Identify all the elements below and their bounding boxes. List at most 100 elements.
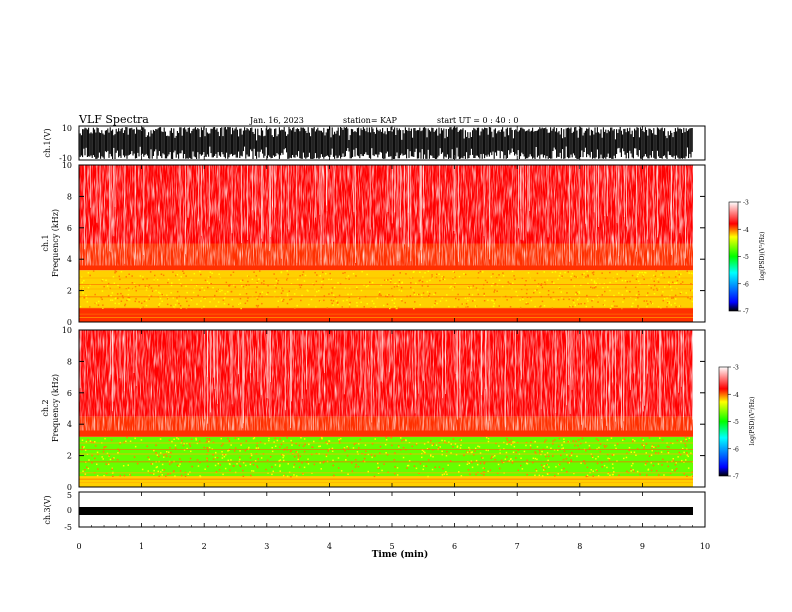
- spectrogram-speckle: [452, 277, 454, 280]
- spectrogram-speckle: [418, 280, 420, 282]
- spectrogram-speckle: [298, 444, 300, 447]
- spectrogram-speckle: [352, 447, 355, 449]
- spectrogram-speckle: [325, 455, 328, 458]
- spectrogram-speckle: [400, 437, 402, 439]
- spectrogram-speckle: [176, 437, 178, 439]
- spectrogram-speckle: [223, 455, 226, 458]
- spectrogram-speckle: [681, 459, 683, 462]
- spectrogram-speckle: [377, 466, 379, 469]
- spectrogram-speckle: [453, 286, 456, 288]
- spectrogram-speckle: [438, 466, 441, 468]
- spectrogram-speckle: [473, 299, 476, 302]
- spectrogram-speckle: [274, 464, 277, 466]
- spectrogram-speckle: [604, 290, 606, 293]
- spectrogram-speckle: [298, 284, 301, 286]
- spectrogram-speckle: [405, 273, 407, 275]
- spectrogram-speckle: [390, 436, 393, 439]
- spectrogram-speckle: [286, 475, 289, 478]
- spectrogram-speckle: [595, 438, 598, 440]
- spectrogram-speckle: [170, 292, 172, 294]
- spectrogram-speckle: [254, 460, 257, 462]
- spectrogram-speckle: [271, 450, 274, 453]
- spectrogram-speckle: [609, 271, 611, 274]
- spectrogram-speckle: [408, 460, 411, 462]
- spectrogram-speckle: [212, 454, 214, 456]
- spectrogram-speckle: [616, 278, 618, 280]
- spectrogram-speckle: [221, 454, 224, 456]
- spectrogram-speckle: [121, 295, 124, 297]
- spectrogram-speckle: [113, 282, 116, 284]
- spectrogram-speckle: [580, 462, 582, 464]
- spectrogram-speckle: [186, 447, 188, 450]
- spectrogram-speckle: [205, 441, 208, 443]
- spectrogram-speckle: [690, 452, 692, 454]
- spectrogram-speckle: [150, 287, 153, 289]
- spectrogram-speckle: [566, 454, 568, 456]
- spectrogram-speckle: [422, 450, 425, 453]
- spectrogram-speckle: [187, 473, 189, 475]
- spectrogram-speckle: [111, 468, 113, 470]
- spectrogram-speckle: [668, 446, 670, 448]
- spectrogram-speckle: [510, 458, 512, 460]
- spectrogram-speckle: [391, 295, 394, 297]
- spectrogram-speckle: [178, 295, 181, 298]
- spectrogram-speckle: [652, 289, 655, 291]
- spectrogram-speckle: [446, 450, 448, 453]
- spectrogram-speckle: [395, 282, 397, 285]
- spectrogram-speckle: [190, 279, 193, 281]
- spectrogram-speckle: [85, 440, 88, 443]
- spectrogram-speckle: [662, 291, 664, 293]
- spectrogram-speckle: [573, 285, 575, 287]
- spectrogram-speckle: [330, 278, 333, 280]
- spectrogram-speckle: [394, 472, 396, 475]
- spectrogram-speckle: [299, 286, 302, 289]
- spectrogram-speckle: [407, 464, 410, 467]
- spectrogram-speckle: [615, 280, 617, 283]
- spectrogram-speckle: [511, 462, 514, 464]
- spectrogram-speckle: [458, 276, 461, 278]
- spectrogram-speckle: [221, 289, 223, 292]
- spectrogram-speckle: [203, 305, 205, 308]
- spectrogram-speckle: [441, 275, 443, 278]
- spectrogram-speckle: [669, 295, 671, 297]
- spectrogram-speckle: [159, 297, 162, 300]
- spectrogram-speckle: [554, 271, 557, 273]
- spectrogram-speckle: [576, 276, 579, 279]
- spectrogram-speckle: [161, 474, 163, 476]
- spectrogram-speckle: [297, 457, 300, 459]
- spectrogram-speckle: [635, 278, 638, 280]
- spectrogram-speckle: [573, 275, 576, 277]
- spectrogram-speckle: [425, 465, 428, 467]
- spectrogram-band-0: [79, 307, 693, 322]
- spectrogram-speckle: [259, 441, 262, 443]
- spectrogram-speckle: [278, 460, 280, 462]
- spectrogram-speckle: [330, 299, 332, 302]
- spectrogram-speckle: [227, 303, 230, 306]
- spectrogram-speckle: [279, 459, 282, 461]
- spectrogram-speckle: [96, 451, 99, 454]
- spectrogram-speckle: [598, 296, 600, 299]
- spectrogram-speckle: [97, 453, 99, 456]
- spectrogram-speckle: [153, 449, 155, 452]
- spectrogram-speckle: [330, 448, 333, 450]
- spectrogram-speckle: [514, 278, 516, 281]
- spectrogram-speckle: [222, 299, 225, 301]
- spectrogram-speckle: [371, 443, 374, 445]
- spectrogram-speckle: [483, 300, 486, 302]
- spectrogram-speckle: [614, 305, 616, 307]
- spectrogram-speckle: [500, 459, 503, 461]
- spectrogram-speckle: [599, 450, 602, 453]
- spectrogram-speckle: [601, 294, 603, 296]
- spectrogram-speckle: [241, 285, 243, 287]
- spectrogram-speckle: [636, 448, 639, 450]
- spectrogram-speckle: [575, 291, 577, 294]
- spectrogram-speckle: [459, 447, 462, 449]
- spectrogram-speckle: [224, 296, 226, 299]
- spectrogram-speckle: [386, 294, 389, 296]
- spectrogram-speckle: [616, 273, 618, 275]
- spectrogram-speckle: [245, 293, 248, 295]
- spectrogram-speckle: [563, 450, 566, 452]
- spectrogram-speckle: [651, 302, 653, 304]
- spectrogram-speckle: [443, 278, 446, 281]
- spectrogram-speckle: [231, 298, 233, 301]
